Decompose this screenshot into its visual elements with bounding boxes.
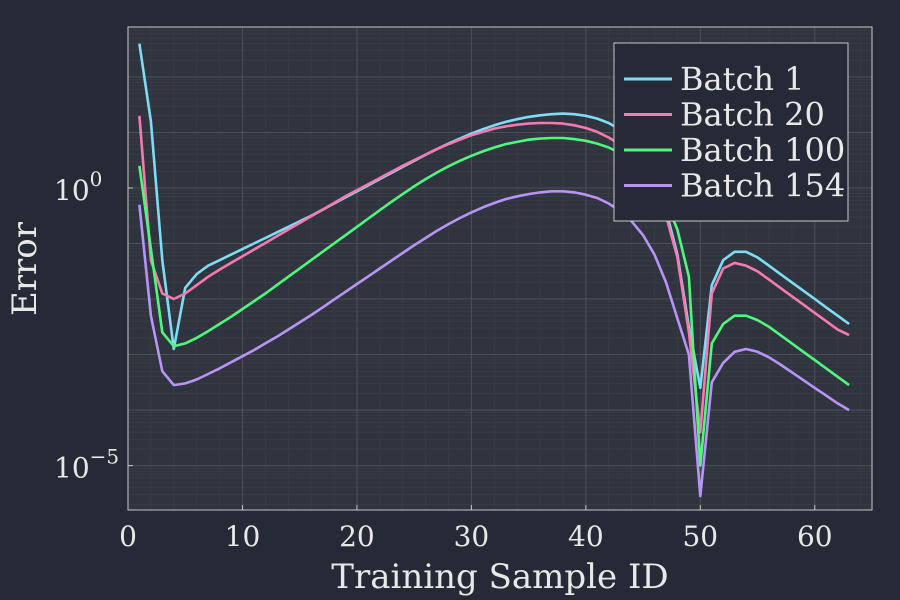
series-line-batch-20 [138, 115, 850, 434]
legend-label: Batch 154 [680, 167, 845, 205]
plot-frame [127, 26, 873, 511]
y-tick-label: 10−5 [54, 445, 119, 485]
x-axis-title: Training Sample ID [331, 557, 668, 597]
legend-label: Batch 1 [680, 60, 805, 98]
x-tick-label: 50 [682, 520, 718, 553]
legend-label: Batch 100 [680, 131, 845, 169]
legend-box [613, 42, 849, 222]
x-tick-label: 60 [797, 520, 833, 553]
series-line-batch-100 [138, 136, 850, 467]
legend-label: Batch 20 [680, 96, 825, 134]
series-line-batch-154 [138, 190, 850, 498]
x-axis-ticks: 0 10 20 30 40 50 60 [119, 505, 833, 553]
x-tick-label: 20 [339, 520, 375, 553]
y-tick-label: 100 [54, 167, 102, 207]
series-line-batch-1 [138, 43, 850, 390]
x-tick-label: 0 [119, 520, 137, 553]
y-axis-ticks: 100 10−5 [54, 167, 133, 485]
series-lines [138, 43, 850, 498]
y-axis-title: Error [5, 221, 45, 316]
x-tick-label: 10 [225, 520, 261, 553]
x-tick-label: 30 [454, 520, 490, 553]
x-tick-label: 40 [568, 520, 604, 553]
